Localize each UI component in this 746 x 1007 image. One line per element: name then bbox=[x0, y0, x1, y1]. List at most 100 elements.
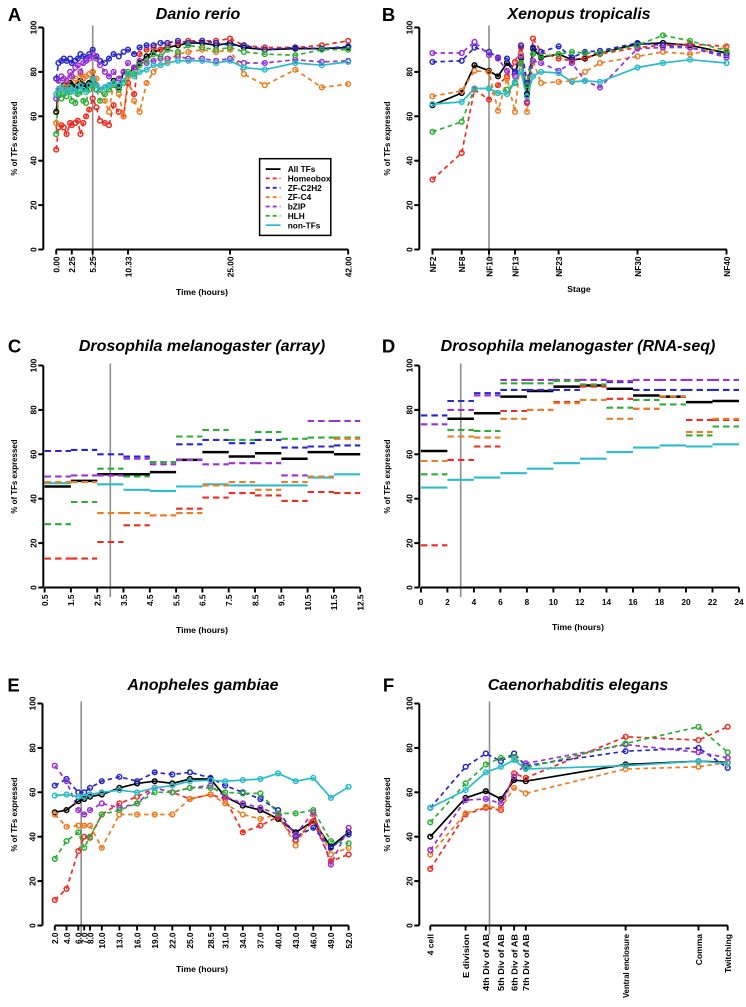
svg-text:HLH: HLH bbox=[288, 211, 305, 221]
svg-text:C: C bbox=[8, 336, 21, 357]
svg-text:B: B bbox=[382, 4, 395, 25]
svg-text:52.0: 52.0 bbox=[344, 932, 354, 949]
svg-text:40: 40 bbox=[28, 494, 38, 504]
svg-text:20: 20 bbox=[404, 200, 414, 210]
svg-text:5.5: 5.5 bbox=[171, 594, 181, 606]
svg-text:ZF-C2H2: ZF-C2H2 bbox=[288, 183, 322, 193]
svg-text:8.0: 8.0 bbox=[85, 932, 95, 944]
svg-text:NF40: NF40 bbox=[722, 256, 732, 277]
svg-text:Twitching: Twitching bbox=[723, 934, 733, 973]
svg-text:20: 20 bbox=[28, 876, 38, 886]
svg-text:Ventral enclosure: Ventral enclosure bbox=[621, 934, 631, 998]
svg-text:11.5: 11.5 bbox=[329, 594, 339, 610]
svg-text:24: 24 bbox=[734, 597, 744, 607]
svg-text:60: 60 bbox=[404, 111, 414, 121]
svg-text:Time (hours): Time (hours) bbox=[176, 287, 228, 297]
svg-text:49.0: 49.0 bbox=[326, 932, 336, 949]
svg-text:16: 16 bbox=[628, 597, 638, 607]
svg-text:28.5: 28.5 bbox=[206, 932, 216, 949]
svg-text:20: 20 bbox=[404, 876, 414, 886]
svg-text:22: 22 bbox=[708, 597, 718, 607]
svg-text:D: D bbox=[382, 336, 395, 357]
svg-text:0.00: 0.00 bbox=[52, 256, 62, 273]
svg-text:1.5: 1.5 bbox=[66, 594, 76, 606]
svg-text:100: 100 bbox=[404, 358, 414, 372]
svg-text:34.0: 34.0 bbox=[238, 932, 248, 949]
svg-text:NF30: NF30 bbox=[633, 256, 643, 277]
svg-text:7.5: 7.5 bbox=[224, 594, 234, 606]
svg-text:60: 60 bbox=[404, 787, 414, 797]
svg-text:% of TFs expressed: % of TFs expressed bbox=[10, 101, 19, 175]
svg-text:31.0: 31.0 bbox=[221, 932, 231, 949]
svg-text:E: E bbox=[7, 675, 19, 696]
svg-text:40: 40 bbox=[404, 494, 414, 504]
svg-text:E division: E division bbox=[461, 934, 471, 978]
svg-text:% of TFs expressed: % of TFs expressed bbox=[383, 777, 392, 851]
svg-text:0: 0 bbox=[404, 247, 414, 252]
svg-text:2.0: 2.0 bbox=[50, 932, 60, 944]
svg-text:40: 40 bbox=[28, 156, 38, 166]
svg-text:0.5: 0.5 bbox=[40, 594, 50, 606]
svg-text:0: 0 bbox=[419, 597, 424, 607]
svg-text:7.0: 7.0 bbox=[80, 932, 90, 944]
svg-text:Caenorhabditis elegans: Caenorhabditis elegans bbox=[488, 677, 669, 694]
svg-text:25.0: 25.0 bbox=[185, 932, 195, 949]
svg-text:42.00: 42.00 bbox=[344, 256, 354, 277]
svg-text:A: A bbox=[8, 4, 21, 25]
svg-text:19.0: 19.0 bbox=[150, 932, 160, 949]
svg-text:0: 0 bbox=[404, 585, 414, 590]
svg-text:12: 12 bbox=[575, 597, 585, 607]
svg-text:6th Div of AB: 6th Div of AB bbox=[509, 934, 519, 991]
svg-text:7th Div of AB: 7th Div of AB bbox=[521, 934, 531, 991]
svg-text:16.0: 16.0 bbox=[132, 932, 142, 949]
svg-text:10.33: 10.33 bbox=[123, 256, 133, 277]
svg-text:46.0: 46.0 bbox=[309, 932, 319, 949]
svg-text:Danio rerio: Danio rerio bbox=[156, 6, 241, 23]
svg-text:2.5: 2.5 bbox=[93, 594, 103, 606]
svg-text:% of TFs expressed: % of TFs expressed bbox=[10, 777, 19, 851]
svg-text:43.0: 43.0 bbox=[291, 932, 301, 949]
svg-text:Time (hours): Time (hours) bbox=[176, 625, 228, 635]
svg-text:60: 60 bbox=[404, 449, 414, 459]
svg-text:8: 8 bbox=[525, 597, 530, 607]
svg-text:% of TFs expressed: % of TFs expressed bbox=[383, 439, 392, 513]
svg-text:NF23: NF23 bbox=[554, 256, 564, 277]
svg-text:0: 0 bbox=[28, 247, 38, 252]
svg-text:4.0: 4.0 bbox=[62, 932, 72, 944]
svg-text:4: 4 bbox=[472, 597, 477, 607]
svg-text:80: 80 bbox=[404, 67, 414, 77]
svg-text:22.0: 22.0 bbox=[168, 932, 178, 949]
svg-text:40: 40 bbox=[404, 156, 414, 166]
svg-text:NF13: NF13 bbox=[510, 256, 520, 277]
svg-text:80: 80 bbox=[28, 405, 38, 415]
svg-text:9.5: 9.5 bbox=[277, 594, 287, 606]
svg-text:13.0: 13.0 bbox=[115, 932, 125, 949]
svg-text:40.0: 40.0 bbox=[273, 932, 283, 949]
svg-text:0: 0 bbox=[28, 923, 38, 928]
svg-text:18: 18 bbox=[655, 597, 665, 607]
svg-text:100: 100 bbox=[404, 20, 414, 34]
svg-text:10.5: 10.5 bbox=[303, 594, 313, 611]
svg-text:NF10: NF10 bbox=[484, 256, 494, 277]
svg-text:4th Div of AB: 4th Div of AB bbox=[481, 934, 491, 991]
svg-text:Drosophila melanogaster (array: Drosophila melanogaster (array) bbox=[79, 338, 325, 355]
svg-text:Time (hours): Time (hours) bbox=[552, 622, 604, 632]
svg-text:Xenopus tropicalis: Xenopus tropicalis bbox=[506, 6, 650, 23]
svg-text:100: 100 bbox=[28, 20, 38, 34]
svg-text:non-TFs: non-TFs bbox=[288, 220, 321, 230]
svg-text:6: 6 bbox=[498, 597, 503, 607]
svg-text:6.5: 6.5 bbox=[198, 594, 208, 606]
svg-text:12.5: 12.5 bbox=[356, 594, 366, 611]
svg-text:5th Div of AB: 5th Div of AB bbox=[496, 934, 506, 991]
svg-text:% of TFs expressed: % of TFs expressed bbox=[10, 439, 19, 513]
svg-text:NF2: NF2 bbox=[428, 256, 438, 272]
svg-text:20: 20 bbox=[28, 200, 38, 210]
svg-text:100: 100 bbox=[28, 358, 38, 372]
svg-text:0: 0 bbox=[404, 923, 414, 928]
svg-text:80: 80 bbox=[404, 743, 414, 753]
svg-text:Stage: Stage bbox=[567, 284, 591, 294]
svg-text:80: 80 bbox=[28, 743, 38, 753]
svg-text:10: 10 bbox=[549, 597, 559, 607]
svg-text:8.5: 8.5 bbox=[250, 594, 260, 606]
svg-text:Comma: Comma bbox=[694, 934, 704, 965]
